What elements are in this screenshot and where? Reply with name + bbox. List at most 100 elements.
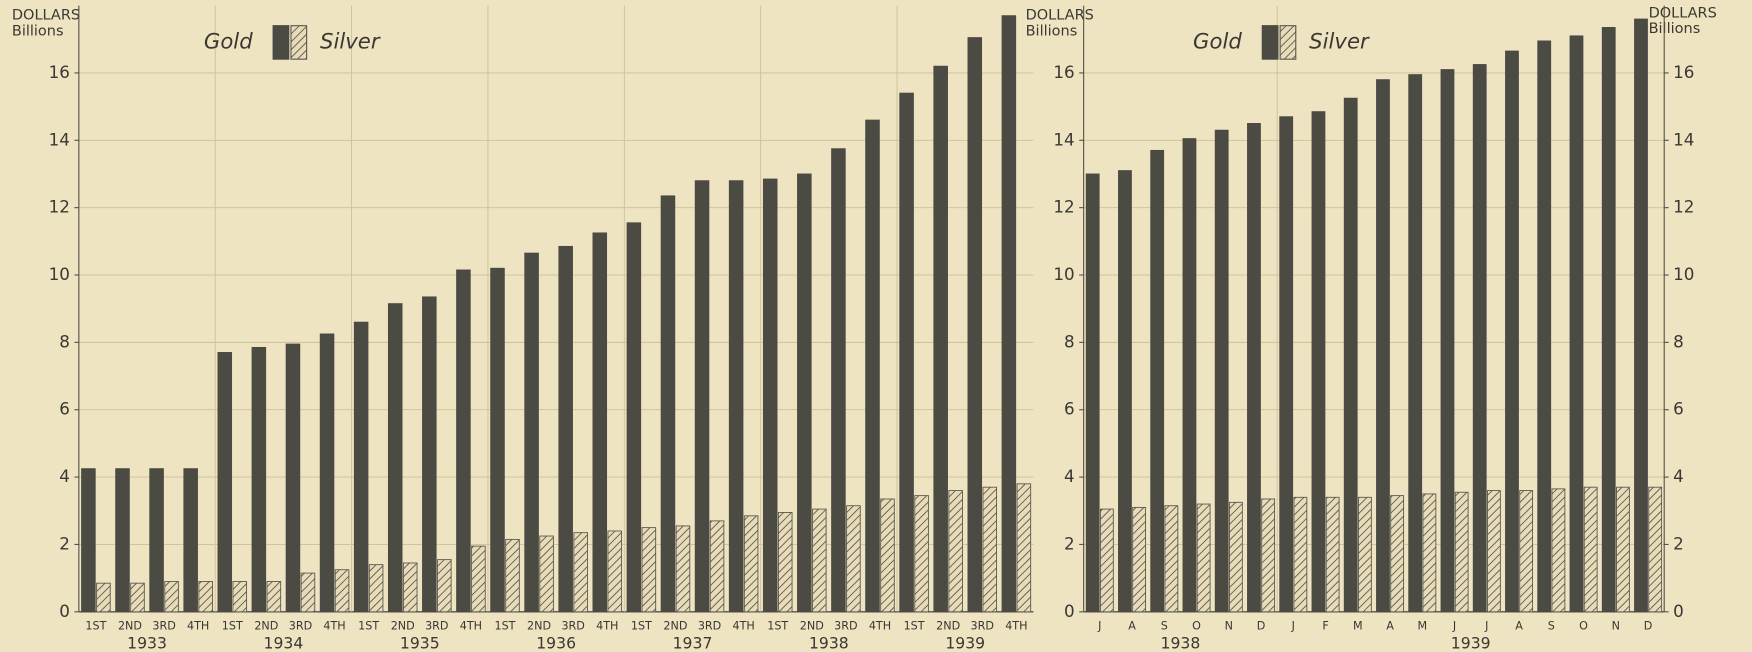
legend-swatch	[290, 25, 308, 60]
x-tick-label: D	[1257, 619, 1266, 632]
bar	[1472, 64, 1487, 613]
y2-tick-label: 16	[1673, 62, 1694, 82]
x-tick-label: A	[1386, 619, 1394, 632]
y2-tick-label: 4	[1673, 466, 1684, 486]
x-tick-label: 4TH	[596, 619, 618, 632]
bar	[285, 343, 301, 613]
x-tick-label: 4TH	[323, 619, 345, 632]
bar	[914, 495, 929, 613]
bar	[1118, 170, 1132, 613]
bar	[709, 520, 725, 613]
y-tick-label: 0	[59, 601, 70, 621]
x-tick-label: J	[1291, 619, 1295, 632]
bar	[1214, 129, 1229, 613]
x-group-label: 1936	[536, 634, 576, 652]
bar	[865, 119, 880, 613]
bar	[1583, 486, 1598, 613]
bar	[353, 321, 369, 613]
x-tick-label: A	[1515, 619, 1523, 632]
bar	[1279, 116, 1294, 613]
y-axis-label: Billions	[1026, 23, 1078, 39]
x-tick-label: 3RD	[152, 619, 175, 632]
x-tick-label: M	[1417, 619, 1427, 632]
x-tick-label: 2ND	[391, 619, 415, 632]
x-tick-label: 2ND	[254, 619, 278, 632]
y2-tick-label: 10	[1673, 264, 1694, 284]
legend-label: Gold	[1193, 29, 1242, 54]
x-tick-label: 3RD	[698, 619, 721, 632]
bar	[1085, 173, 1100, 613]
x-tick-label: 1ST	[495, 619, 516, 632]
x-tick-label: 3RD	[425, 619, 448, 632]
x-tick-label: 3RD	[971, 619, 994, 632]
y-tick-label: 12	[1053, 197, 1074, 217]
legend-label: Silver	[320, 29, 381, 54]
bar	[558, 245, 573, 613]
x-tick-label: 2ND	[800, 619, 824, 632]
bar	[471, 545, 486, 613]
y-tick-label: 0	[1064, 601, 1075, 621]
bar	[573, 532, 588, 613]
bar	[524, 252, 539, 613]
bar	[319, 333, 335, 613]
y-axis-label: DOLLARS	[1026, 8, 1094, 24]
bar	[797, 173, 812, 613]
bar	[777, 512, 793, 613]
x-group-label: 1939	[1451, 634, 1491, 652]
x-tick-label: O	[1192, 619, 1201, 632]
y2-axis-label: DOLLARS	[1649, 5, 1717, 21]
bar	[232, 581, 248, 613]
bar	[1487, 490, 1501, 613]
bar	[1376, 79, 1390, 613]
y-tick-label: 16	[1053, 62, 1074, 82]
bar	[1537, 40, 1552, 613]
x-tick-label: 2ND	[663, 619, 687, 632]
bar	[251, 346, 267, 613]
bar	[1247, 123, 1261, 613]
bar	[1325, 496, 1340, 613]
x-group-label: 1937	[673, 634, 713, 652]
bar	[1164, 505, 1179, 613]
bar	[1648, 486, 1663, 613]
x-tick-label: 3RD	[289, 619, 312, 632]
bar	[1261, 498, 1276, 613]
bar	[1408, 74, 1423, 613]
bar	[880, 498, 895, 613]
x-tick-label: 4TH	[187, 619, 209, 632]
bar	[812, 508, 827, 613]
y2-tick-label: 8	[1673, 331, 1684, 351]
y-tick-label: 2	[1064, 533, 1075, 553]
y-tick-label: 16	[49, 62, 70, 82]
legend-label: Silver	[1309, 29, 1370, 54]
bar	[675, 525, 691, 613]
bar	[266, 581, 282, 613]
x-tick-label: 1ST	[222, 619, 243, 632]
bar	[334, 569, 350, 613]
y-tick-label: 8	[59, 331, 70, 351]
bar	[982, 486, 998, 613]
y-tick-label: 4	[59, 466, 70, 486]
x-tick-label: O	[1579, 619, 1588, 632]
bar	[1634, 18, 1648, 613]
y-tick-label: 4	[1064, 466, 1075, 486]
x-group-label: 1935	[400, 634, 440, 652]
bar	[899, 92, 914, 613]
y2-tick-label: 2	[1673, 533, 1684, 553]
x-group-label: 1934	[264, 634, 304, 652]
x-tick-label: 1ST	[767, 619, 788, 632]
bar	[933, 65, 948, 613]
x-tick-label: 3RD	[834, 619, 857, 632]
bar	[130, 582, 145, 613]
x-tick-label: 4TH	[869, 619, 891, 632]
bar	[728, 180, 744, 613]
y2-tick-label: 14	[1673, 129, 1694, 149]
x-tick-label: 3RD	[561, 619, 584, 632]
legend-swatch	[1261, 25, 1279, 60]
x-tick-label: D	[1644, 619, 1653, 632]
bar	[505, 538, 520, 613]
y-tick-label: 10	[49, 264, 70, 284]
bar	[1551, 488, 1566, 613]
y2-tick-label: 6	[1673, 399, 1684, 419]
legend-swatch	[1279, 25, 1297, 60]
